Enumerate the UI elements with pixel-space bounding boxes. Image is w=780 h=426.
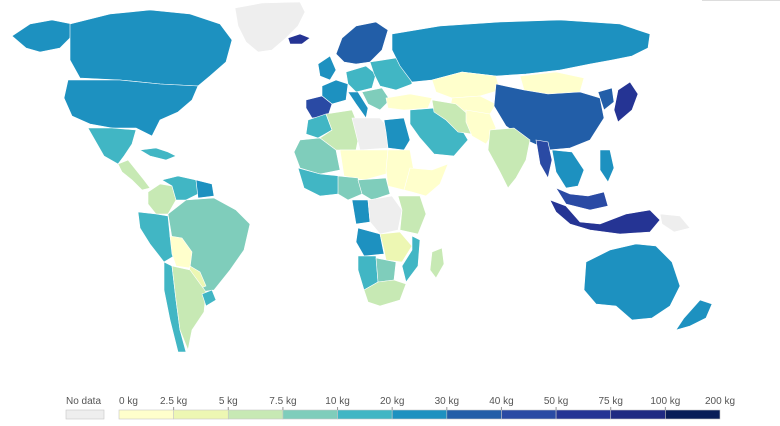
legend-tick-label-4: 10 kg xyxy=(325,396,349,407)
region-peru-ecuador[interactable] xyxy=(137,211,175,263)
region-malaysia[interactable] xyxy=(555,187,609,211)
region-canada[interactable] xyxy=(69,9,233,87)
region-botswana[interactable] xyxy=(375,257,397,283)
region-venezuela[interactable] xyxy=(161,175,199,201)
region-angola[interactable] xyxy=(355,227,385,257)
legend-bin-4[interactable] xyxy=(337,409,393,420)
region-philippines[interactable] xyxy=(599,149,615,183)
region-uk-ireland[interactable] xyxy=(317,55,337,81)
region-colombia[interactable] xyxy=(147,183,177,215)
legend-tick-label-7: 40 kg xyxy=(489,396,513,407)
region-southeast-asia[interactable] xyxy=(551,149,585,189)
legend-bin-5[interactable] xyxy=(391,409,448,420)
region-gabon-congo[interactable] xyxy=(351,199,371,225)
region-russia[interactable] xyxy=(391,19,651,83)
region-usa[interactable] xyxy=(63,79,199,137)
legend-bin-9[interactable] xyxy=(610,409,666,420)
region-afghanistan-pakistan[interactable] xyxy=(465,109,497,145)
region-caribbean[interactable] xyxy=(139,147,177,161)
legend-tick-label-0: 0 kg xyxy=(119,396,138,407)
top-divider-line xyxy=(702,0,780,1)
region-guianas[interactable] xyxy=(195,179,215,199)
region-turkey[interactable] xyxy=(385,93,433,111)
region-central-africa[interactable] xyxy=(357,177,391,201)
region-egypt[interactable] xyxy=(383,117,411,151)
region-indonesia[interactable] xyxy=(549,199,661,235)
region-central-europe[interactable] xyxy=(345,65,377,93)
region-japan[interactable] xyxy=(613,81,639,123)
legend-tick-label-8: 50 kg xyxy=(544,396,568,407)
legend-tick-label-10: 100 kg xyxy=(650,396,680,407)
legend-bin-3[interactable] xyxy=(282,409,338,420)
region-mozambique[interactable] xyxy=(401,235,421,283)
region-iceland[interactable] xyxy=(287,33,311,45)
region-south-africa[interactable] xyxy=(363,279,407,307)
region-drc[interactable] xyxy=(367,195,403,235)
region-iran[interactable] xyxy=(431,99,473,135)
legend-tick-label-5: 20 kg xyxy=(380,396,404,407)
legend-bin-1[interactable] xyxy=(173,409,229,420)
region-alaska[interactable] xyxy=(11,19,73,53)
legend-bin-7[interactable] xyxy=(501,409,557,420)
region-central-america[interactable] xyxy=(117,159,151,191)
legend-no-data-label: No data xyxy=(66,396,101,407)
region-new-zealand[interactable] xyxy=(675,299,713,331)
region-horn-of-africa[interactable] xyxy=(403,163,449,197)
region-mexico[interactable] xyxy=(87,127,137,165)
region-morocco[interactable] xyxy=(305,113,333,139)
legend-tick-label-9: 75 kg xyxy=(598,396,622,407)
legend-tick-label-2: 5 kg xyxy=(219,396,238,407)
region-balkans[interactable] xyxy=(361,87,391,111)
region-korea[interactable] xyxy=(597,87,615,111)
legend-tick-label-1: 2.5 kg xyxy=(160,396,187,407)
legend-bin-10[interactable] xyxy=(665,409,721,420)
region-nigeria[interactable] xyxy=(337,175,363,201)
region-papua[interactable] xyxy=(659,213,691,233)
region-east-africa[interactable] xyxy=(397,195,427,235)
legend-tick-label-11: 200 kg xyxy=(705,396,735,407)
legend-bin-6[interactable] xyxy=(446,409,502,420)
region-west-sahel[interactable] xyxy=(293,137,341,175)
region-greenland[interactable] xyxy=(234,1,306,53)
region-zambia-zimbabwe[interactable] xyxy=(379,231,413,263)
legend-tick-label-6: 30 kg xyxy=(435,396,459,407)
region-madagascar[interactable] xyxy=(429,247,445,279)
region-scandinavia[interactable] xyxy=(335,21,389,65)
legend-bin-2[interactable] xyxy=(227,409,284,420)
legend-no-data-swatch xyxy=(65,409,105,420)
region-niger-chad[interactable] xyxy=(339,149,389,181)
region-australia[interactable] xyxy=(583,243,681,321)
legend-color-bins xyxy=(118,409,721,420)
legend-bin-8[interactable] xyxy=(555,409,612,420)
region-india[interactable] xyxy=(487,127,531,189)
legend-tick-labels: 0 kg 2.5 kg 5 kg 7.5 kg 10 kg 20 kg 30 kg 40 kg… xyxy=(119,396,735,410)
legend-tick-label-3: 7.5 kg xyxy=(269,396,296,407)
legend-bin-0[interactable] xyxy=(118,409,174,420)
region-myanmar[interactable] xyxy=(535,139,553,179)
legend-no-data[interactable]: No data xyxy=(65,396,105,420)
region-italy[interactable] xyxy=(347,91,369,119)
region-argentina[interactable] xyxy=(171,265,207,352)
region-kazakhstan[interactable] xyxy=(431,71,501,99)
region-uruguay[interactable] xyxy=(201,289,217,307)
map-legend: No data 0 kg 2.5 kg 5 kg 7.5 kg 10 kg 20 kg 30… xyxy=(65,396,735,420)
world-choropleth-map xyxy=(11,1,713,353)
